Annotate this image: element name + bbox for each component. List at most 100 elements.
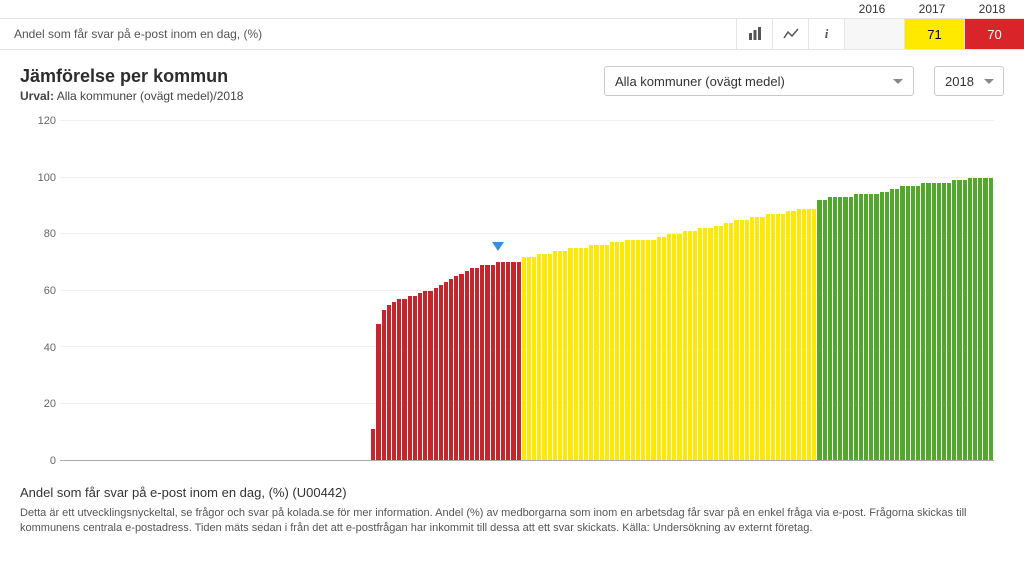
bar[interactable] <box>932 183 936 460</box>
bar[interactable] <box>558 251 562 460</box>
bar[interactable] <box>755 217 759 460</box>
bar[interactable] <box>880 192 884 460</box>
bar[interactable] <box>620 242 624 460</box>
bar[interactable] <box>454 276 458 460</box>
bar[interactable] <box>522 257 526 460</box>
bar[interactable] <box>797 209 801 460</box>
bar[interactable] <box>605 245 609 460</box>
bar[interactable] <box>885 192 889 460</box>
bar[interactable] <box>916 186 920 460</box>
bar[interactable] <box>444 282 448 460</box>
bar[interactable] <box>589 245 593 460</box>
bar[interactable] <box>906 186 910 460</box>
bar[interactable] <box>776 214 780 460</box>
bar[interactable] <box>740 220 744 460</box>
bar[interactable] <box>864 194 868 460</box>
bar[interactable] <box>382 310 386 460</box>
bar[interactable] <box>610 242 614 460</box>
bar[interactable] <box>480 265 484 460</box>
bar[interactable] <box>672 234 676 460</box>
bar[interactable] <box>729 223 733 460</box>
bar[interactable] <box>423 291 427 461</box>
bar[interactable] <box>459 274 463 460</box>
bar[interactable] <box>646 240 650 460</box>
bar[interactable] <box>983 178 987 461</box>
bar[interactable] <box>698 228 702 460</box>
bar[interactable] <box>532 257 536 460</box>
bar[interactable] <box>963 180 967 460</box>
bar[interactable] <box>708 228 712 460</box>
bar[interactable] <box>978 178 982 461</box>
bar[interactable] <box>973 178 977 461</box>
bar[interactable] <box>506 262 510 460</box>
bar[interactable] <box>371 429 375 460</box>
bar-chart-icon[interactable] <box>736 19 772 49</box>
bar[interactable] <box>511 262 515 460</box>
bar[interactable] <box>812 209 816 460</box>
bar[interactable] <box>625 240 629 460</box>
bar[interactable] <box>548 254 552 460</box>
bar[interactable] <box>428 291 432 461</box>
bar[interactable] <box>527 257 531 460</box>
bar[interactable] <box>843 197 847 460</box>
bar[interactable] <box>439 285 443 460</box>
bar[interactable] <box>553 251 557 460</box>
bar[interactable] <box>517 262 521 460</box>
bar[interactable] <box>683 231 687 460</box>
bar[interactable] <box>807 209 811 460</box>
bar[interactable] <box>496 262 500 460</box>
bar[interactable] <box>563 251 567 460</box>
bar[interactable] <box>402 299 406 460</box>
bar[interactable] <box>724 223 728 460</box>
line-chart-icon[interactable] <box>772 19 808 49</box>
bar[interactable] <box>734 220 738 460</box>
bar[interactable] <box>703 228 707 460</box>
bar[interactable] <box>911 186 915 460</box>
bar[interactable] <box>760 217 764 460</box>
bar[interactable] <box>470 268 474 460</box>
bar[interactable] <box>376 324 380 460</box>
bar[interactable] <box>890 189 894 460</box>
bar[interactable] <box>786 211 790 460</box>
bar[interactable] <box>449 279 453 460</box>
bar[interactable] <box>434 288 438 460</box>
bar[interactable] <box>651 240 655 460</box>
bar[interactable] <box>501 262 505 460</box>
bar[interactable] <box>475 268 479 460</box>
info-icon[interactable]: i <box>808 19 844 49</box>
bar[interactable] <box>688 231 692 460</box>
bar[interactable] <box>849 197 853 460</box>
bar[interactable] <box>771 214 775 460</box>
bar[interactable] <box>397 299 401 460</box>
bar[interactable] <box>791 211 795 460</box>
bar[interactable] <box>579 248 583 460</box>
bar[interactable] <box>957 180 961 460</box>
filter-dropdown[interactable]: Alla kommuner (ovägt medel) <box>604 66 914 96</box>
bar[interactable] <box>900 186 904 460</box>
bar[interactable] <box>465 271 469 460</box>
bar[interactable] <box>485 265 489 460</box>
bar[interactable] <box>537 254 541 460</box>
bar[interactable] <box>838 197 842 460</box>
bar[interactable] <box>568 248 572 460</box>
bar[interactable] <box>657 237 661 460</box>
bar[interactable] <box>719 226 723 460</box>
bar[interactable] <box>833 197 837 460</box>
bar[interactable] <box>418 293 422 460</box>
bar[interactable] <box>989 178 993 461</box>
bar[interactable] <box>662 237 666 460</box>
bar[interactable] <box>413 296 417 460</box>
bar[interactable] <box>952 180 956 460</box>
bar[interactable] <box>641 240 645 460</box>
bar[interactable] <box>615 242 619 460</box>
bar[interactable] <box>745 220 749 460</box>
bar[interactable] <box>854 194 858 460</box>
bar[interactable] <box>947 183 951 460</box>
bar[interactable] <box>781 214 785 460</box>
bar[interactable] <box>594 245 598 460</box>
bar[interactable] <box>574 248 578 460</box>
bar[interactable] <box>631 240 635 460</box>
year-dropdown[interactable]: 2018 <box>934 66 1004 96</box>
bar[interactable] <box>542 254 546 460</box>
bar[interactable] <box>828 197 832 460</box>
